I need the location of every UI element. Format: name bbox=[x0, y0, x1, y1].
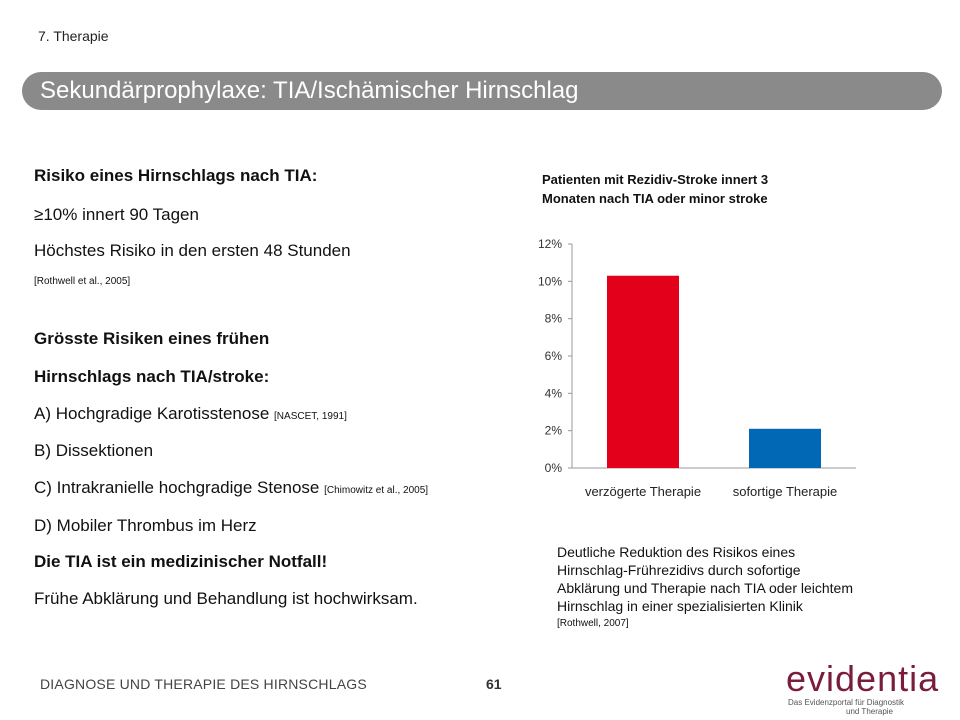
logo-subtitle-1: Das Evidenzportal für Diagnostik bbox=[788, 698, 905, 707]
page-number: 61 bbox=[486, 676, 502, 692]
chart-description: Deutliche Reduktion des Risikos eines Hi… bbox=[557, 543, 917, 633]
risk-item-c-citation: [Chimowitz et al., 2005] bbox=[324, 485, 429, 496]
footer-text: DIAGNOSE UND THERAPIE DES HIRNSCHLAGS bbox=[40, 676, 367, 692]
big-risks-heading-2: Hirnschlags nach TIA/stroke: bbox=[34, 367, 270, 386]
risk-item-a-text: A) Hochgradige Karotisstenose bbox=[34, 404, 270, 423]
chart-title: Patienten mit Rezidiv-Stroke innert 3 Mo… bbox=[542, 170, 842, 208]
title-bar bbox=[22, 72, 942, 110]
description-line-3: Abklärung und Therapie nach TIA oder lei… bbox=[557, 580, 854, 596]
emergency-statement: Die TIA ist ein medizinischer Notfall! bbox=[34, 552, 328, 571]
risk-line-1: ≥10% innert 90 Tagen bbox=[34, 205, 199, 224]
bar-chart: 0% 2% 4% 6% 8% 10% 12% verzögerte Therapie sofor… bbox=[538, 237, 856, 499]
slide-title: Sekundärprophylaxe: TIA/Ischämischer Hir… bbox=[40, 77, 579, 104]
chart-title-line-2: Monaten nach TIA oder minor stroke bbox=[542, 191, 768, 206]
y-tick-label: 0% bbox=[545, 461, 563, 475]
evidentia-logo: evidentia Das Evidenzportal für Diagnost… bbox=[786, 658, 946, 720]
risk-item-c-text: C) Intrakranielle hochgradige Stenose bbox=[34, 478, 320, 497]
chapter-label: 7. Therapie bbox=[38, 28, 109, 44]
logo-word: evidentia bbox=[786, 658, 940, 699]
y-tick-label: 4% bbox=[545, 386, 563, 400]
risk-item-d: D) Mobiler Thrombus im Herz bbox=[34, 516, 257, 535]
description-line-1: Deutliche Reduktion des Risikos eines bbox=[557, 544, 796, 560]
bar bbox=[607, 275, 679, 468]
y-tick-label: 10% bbox=[538, 274, 562, 288]
y-tick-label: 8% bbox=[545, 312, 563, 326]
bar bbox=[749, 428, 821, 468]
risk-item-c: C) Intrakranielle hochgradige Stenose [C… bbox=[34, 478, 428, 498]
description-line-4: Hirnschlag in einer spezialisierten Klin… bbox=[557, 598, 803, 614]
y-tick-label: 12% bbox=[538, 237, 562, 251]
y-tick-label: 2% bbox=[545, 424, 563, 438]
big-risks-heading-1: Grösste Risiken eines frühen bbox=[34, 329, 270, 348]
description-line-2: Hirnschlag-Frührezidivs durch sofortige bbox=[557, 562, 801, 578]
chart-title-line-1: Patienten mit Rezidiv-Stroke innert 3 bbox=[542, 172, 769, 187]
logo-subtitle-2: und Therapie bbox=[846, 707, 893, 716]
risk-item-a: A) Hochgradige Karotisstenose [NASCET, 1… bbox=[34, 404, 347, 424]
risk-citation: [Rothwell et al., 2005] bbox=[34, 276, 131, 287]
risk-item-b: B) Dissektionen bbox=[34, 441, 154, 460]
x-category-label: verzögerte Therapie bbox=[585, 484, 701, 499]
risk-item-a-citation: [NASCET, 1991] bbox=[274, 411, 347, 422]
description-citation: [Rothwell, 2007] bbox=[557, 618, 629, 629]
y-tick-label: 6% bbox=[545, 349, 563, 363]
x-category-label: sofortige Therapie bbox=[733, 484, 838, 499]
risk-line-2: Höchstes Risiko in den ersten 48 Stunden bbox=[34, 241, 351, 260]
risk-heading: Risiko eines Hirnschlags nach TIA: bbox=[34, 166, 318, 185]
early-action-statement: Frühe Abklärung und Behandlung ist hochw… bbox=[34, 589, 418, 608]
